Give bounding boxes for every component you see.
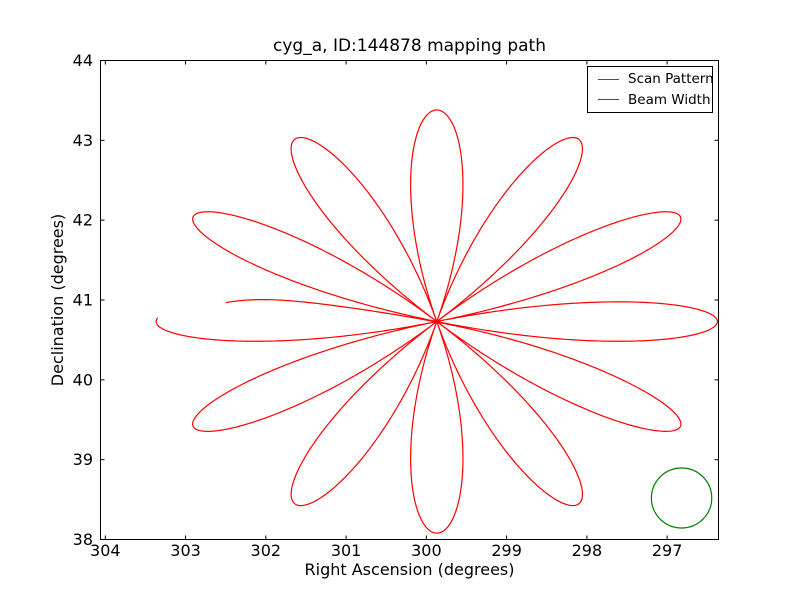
plot-legend: Scan Pattern Beam Width bbox=[587, 66, 714, 113]
legend-label-beam-width: Beam Width bbox=[628, 91, 711, 108]
y-tick-label: 38 bbox=[73, 530, 93, 549]
x-tick-label: 303 bbox=[170, 541, 201, 560]
y-tick-label: 42 bbox=[73, 211, 93, 230]
x-tick-label: 300 bbox=[411, 541, 442, 560]
scan-pattern-line-icon bbox=[598, 78, 619, 80]
x-tick-label: 302 bbox=[251, 541, 282, 560]
y-tick-label: 40 bbox=[73, 370, 93, 389]
scan-pattern-path bbox=[155, 109, 719, 534]
y-tick-label: 43 bbox=[73, 131, 93, 150]
y-axis-label: Declination (degrees) bbox=[48, 214, 67, 386]
y-tick-label: 39 bbox=[73, 450, 93, 469]
legend-label-scan-pattern: Scan Pattern bbox=[628, 71, 714, 88]
y-tick-label: 44 bbox=[73, 51, 93, 70]
y-tick-label: 41 bbox=[73, 291, 93, 310]
beam-width-circle bbox=[650, 467, 713, 529]
beam-width-line-icon bbox=[598, 99, 619, 101]
x-tick-label: 299 bbox=[491, 541, 522, 560]
x-axis-label: Right Ascension (degrees) bbox=[305, 560, 515, 579]
legend-entry-scan-pattern: Scan Pattern bbox=[588, 70, 714, 88]
plot-title: cyg_a, ID:144878 mapping path bbox=[273, 36, 546, 56]
x-tick-label: 301 bbox=[331, 541, 362, 560]
x-tick-label: 298 bbox=[572, 541, 603, 560]
x-tick-label: 304 bbox=[90, 541, 121, 560]
x-tick-label: 297 bbox=[652, 541, 683, 560]
plot-area: 304 303 302 301 300 299 298 297 38 39 40 41 42 43 44 bbox=[73, 51, 719, 560]
legend-entry-beam-width: Beam Width bbox=[588, 91, 712, 109]
